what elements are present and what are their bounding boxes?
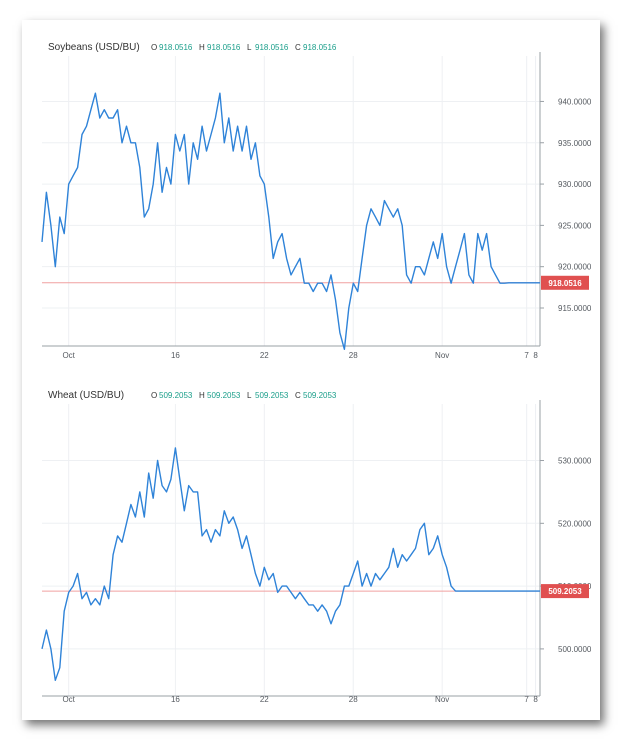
y-tick-label: 500.0000 — [558, 645, 592, 654]
y-tick-label: 930.0000 — [558, 180, 592, 189]
ohlc-label: O — [151, 391, 157, 400]
x-tick-label: 7 — [524, 695, 529, 704]
x-tick-label: 28 — [349, 695, 358, 704]
x-tick-label: 28 — [349, 351, 358, 360]
y-tick-label: 530.0000 — [558, 457, 592, 466]
chart-frame: 915.0000 920.0000 925.0000 930.0000 935.0000… — [22, 20, 600, 720]
ohlc-label: C — [295, 391, 301, 400]
ohlc-value: 918.0516 — [159, 43, 193, 52]
ohlc-label: L — [247, 43, 252, 52]
last-value-label: 509.2053 — [548, 587, 582, 596]
ohlc-label: H — [199, 391, 205, 400]
soybeans-chart: 915.0000 920.0000 925.0000 930.0000 935.0000… — [41, 42, 592, 360]
wheat-chart: 500.0000510.0000520.0000530.0000Oct16222… — [41, 390, 592, 704]
x-tick-label: 8 — [533, 695, 538, 704]
chart-title: Soybeans (USD/BU) — [48, 42, 140, 53]
x-tick-label: 22 — [260, 695, 269, 704]
ohlc-value: 509.2053 — [255, 391, 289, 400]
ohlc-label: L — [247, 391, 252, 400]
last-value-badge — [541, 584, 589, 599]
y-tick-label: 940.0000 — [558, 97, 592, 106]
x-tick-label: Oct — [62, 695, 75, 704]
ohlc-value: 918.0516 — [255, 43, 289, 52]
last-value-label: 918.0516 — [548, 279, 582, 288]
x-tick-label: Nov — [435, 351, 449, 360]
x-tick-label: 7 — [524, 351, 529, 360]
x-tick-label: 16 — [171, 695, 180, 704]
ohlc-value: 918.0516 — [303, 43, 337, 52]
x-tick-label: Nov — [435, 695, 449, 704]
ohlc-label: H — [199, 43, 205, 52]
series-line — [41, 447, 540, 681]
chart-title: Wheat (USD/BU) — [48, 390, 124, 401]
x-tick-label: 16 — [171, 351, 180, 360]
y-tick-label: 935.0000 — [558, 139, 592, 148]
x-tick-label: 22 — [260, 351, 269, 360]
y-tick-label: 925.0000 — [558, 221, 592, 230]
y-tick-label: 520.0000 — [558, 519, 592, 528]
y-tick-label: 915.0000 — [558, 304, 592, 313]
x-tick-label: Oct — [62, 351, 75, 360]
ohlc-label: C — [295, 43, 301, 52]
y-tick-label: 920.0000 — [558, 263, 592, 272]
charts-svg: 915.0000 920.0000 925.0000 930.0000 935.0000… — [41, 42, 592, 704]
ohlc-value: 509.2053 — [159, 391, 193, 400]
series-line — [41, 92, 540, 350]
ohlc-value: 509.2053 — [207, 391, 241, 400]
ohlc-value: 918.0516 — [207, 43, 241, 52]
ohlc-label: O — [151, 43, 157, 52]
ohlc-value: 509.2053 — [303, 391, 337, 400]
x-tick-label: 8 — [533, 351, 538, 360]
last-value-badge — [541, 275, 589, 290]
